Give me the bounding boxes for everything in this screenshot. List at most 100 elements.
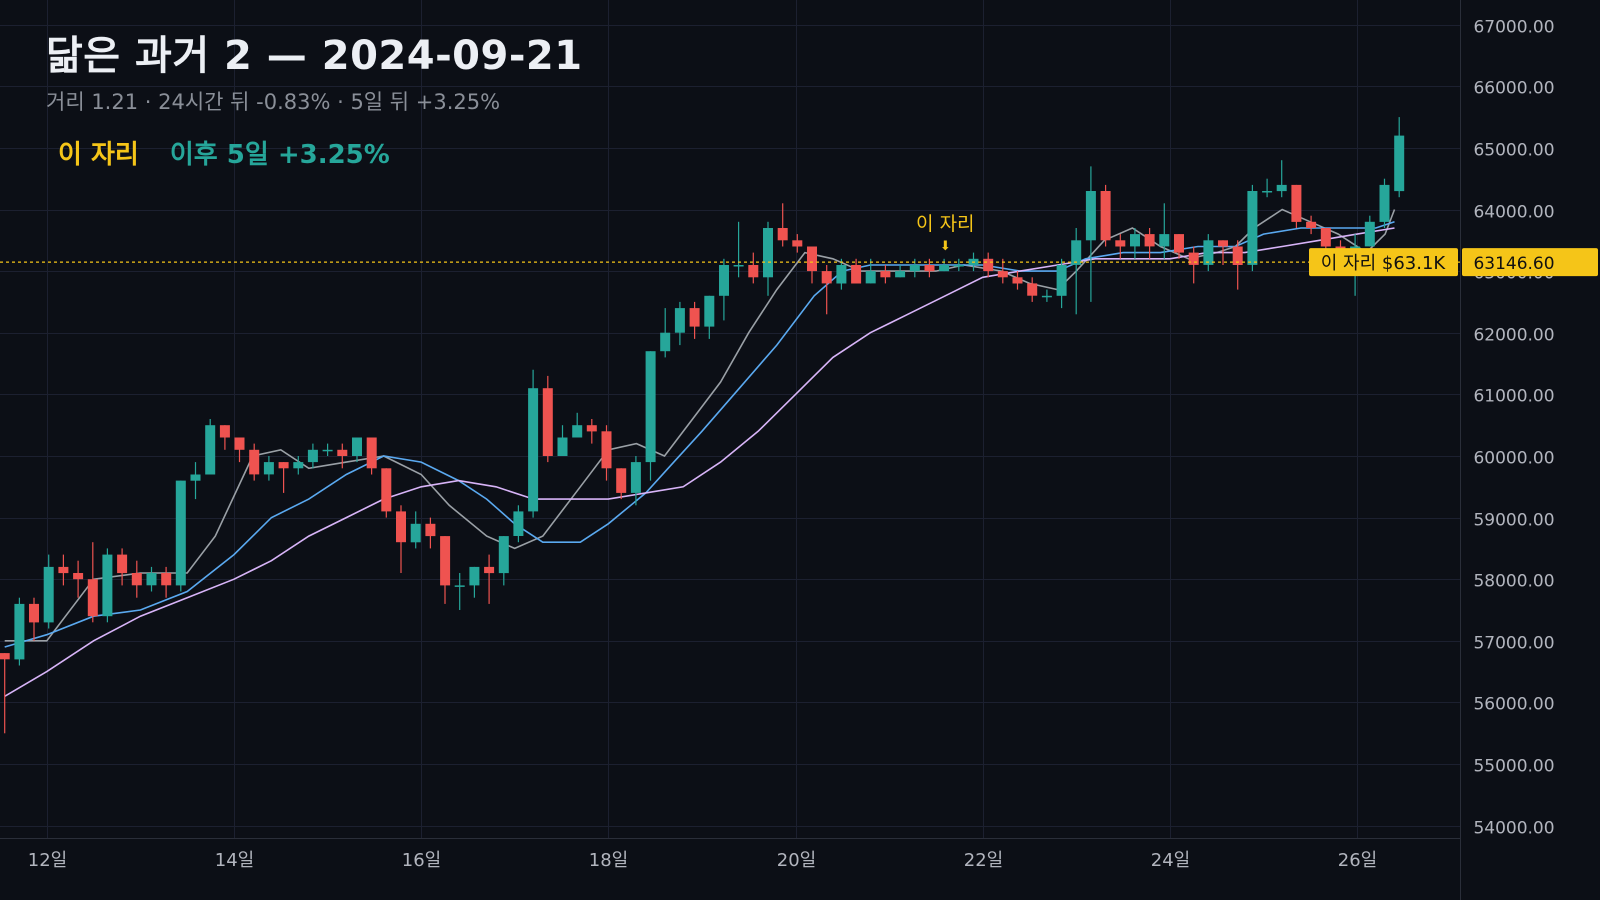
candle — [1027, 277, 1038, 302]
y-tick-label: 66000.00 — [1473, 79, 1554, 99]
candle-body — [542, 388, 553, 456]
candle-body — [953, 265, 964, 267]
candle — [1115, 234, 1126, 259]
candle — [14, 597, 25, 666]
candle-body — [263, 462, 274, 475]
candle — [73, 560, 84, 598]
candle-body — [1027, 283, 1038, 296]
y-tick-label: 64000.00 — [1473, 203, 1554, 223]
annotation-arrow-icon: ⬇ — [940, 239, 951, 254]
candle — [689, 301, 700, 339]
candle-body — [131, 573, 142, 586]
candle-body — [484, 566, 495, 574]
candle-body — [1320, 228, 1331, 247]
y-axis: 54000.00 55000.00 56000.00 57000.00 58000.00… — [1473, 18, 1554, 839]
candle-body — [1159, 234, 1170, 247]
candle-body — [1276, 184, 1287, 192]
candle-body — [1232, 246, 1243, 265]
candle — [1041, 289, 1052, 302]
candle-body — [1012, 277, 1023, 284]
y-tick-label: 61000.00 — [1473, 387, 1554, 407]
candle-body — [895, 271, 906, 278]
candle-body — [807, 246, 817, 272]
x-tick-label: 26일 — [1338, 850, 1377, 871]
candle-body — [865, 271, 876, 284]
annotation: 이 자리 ⬇ — [916, 213, 974, 254]
candle-body — [43, 566, 54, 623]
candle-body — [763, 228, 773, 278]
candle-body — [601, 431, 612, 469]
candle-body — [924, 265, 935, 272]
candle — [1174, 234, 1184, 259]
candle — [1276, 160, 1287, 198]
candle — [454, 573, 465, 610]
price-tag-axis-bg — [1462, 248, 1598, 277]
candle — [1262, 178, 1273, 198]
candle-body — [307, 449, 318, 463]
candle — [249, 443, 260, 481]
candle — [895, 265, 906, 278]
candle — [1218, 240, 1228, 265]
candle-body — [630, 462, 641, 493]
candle — [190, 462, 201, 500]
candle-body — [469, 566, 480, 586]
candle — [352, 437, 362, 463]
candle-body — [29, 603, 39, 623]
candle-body — [572, 425, 583, 438]
price-tag-axis-label: 63146.60 — [1473, 254, 1554, 274]
candle-body — [689, 308, 700, 327]
chart-subtitle: 거리 1.21 · 24시간 뒤 -0.83% · 5일 뒤 +3.25% — [46, 90, 501, 114]
candle-body — [219, 425, 230, 438]
moving-average-line — [4, 227, 1395, 697]
candle-body — [528, 388, 539, 512]
candle-body — [1130, 234, 1140, 247]
candle — [43, 554, 54, 629]
candle — [704, 295, 715, 339]
candle-body — [278, 462, 289, 469]
candle-body — [557, 437, 568, 456]
candle — [278, 462, 289, 493]
candle — [528, 369, 539, 518]
candle — [131, 560, 142, 598]
candles — [0, 117, 1405, 734]
annotation-label: 이 자리 — [916, 213, 974, 235]
candle-body — [337, 449, 348, 456]
candle-body — [396, 511, 406, 543]
candle — [498, 536, 509, 586]
candle — [1071, 228, 1082, 315]
candle — [880, 265, 891, 284]
candle — [557, 425, 568, 456]
candle — [1203, 234, 1214, 272]
y-tick-label: 58000.00 — [1473, 572, 1554, 592]
legend-performance: 이후 5일 +3.25% — [169, 140, 390, 170]
candle-body — [1056, 265, 1067, 296]
y-tick-label: 67000.00 — [1473, 18, 1554, 38]
candle — [719, 258, 729, 321]
chart-header: 닮은 과거 2 — 2024-09-21 거리 1.21 · 24시간 뒤 -0… — [46, 30, 583, 116]
candle — [586, 419, 597, 444]
candle-body — [1085, 191, 1096, 241]
candle-body — [87, 579, 98, 617]
candle-body — [733, 265, 744, 267]
candle-body — [1041, 295, 1052, 298]
y-tick-label: 62000.00 — [1473, 326, 1554, 346]
candle-body — [58, 566, 69, 574]
price-tag-left-label: 이 자리 $63.1K — [1321, 253, 1447, 274]
candle — [1306, 215, 1317, 235]
candle — [337, 443, 348, 469]
x-tick-label: 14일 — [215, 850, 254, 871]
candle — [117, 548, 128, 586]
candle-body — [777, 228, 788, 241]
legend-marker-label: 이 자리 — [58, 140, 139, 170]
candle-body — [366, 437, 377, 469]
candle-body — [146, 573, 157, 586]
candle — [29, 597, 39, 641]
candle-body — [381, 468, 392, 512]
candle — [953, 258, 964, 272]
candle — [58, 554, 69, 586]
candle — [572, 412, 583, 438]
candle — [366, 437, 377, 475]
candle-body — [1291, 184, 1302, 222]
y-tick-label: 57000.00 — [1473, 634, 1554, 654]
candle — [1364, 215, 1375, 247]
